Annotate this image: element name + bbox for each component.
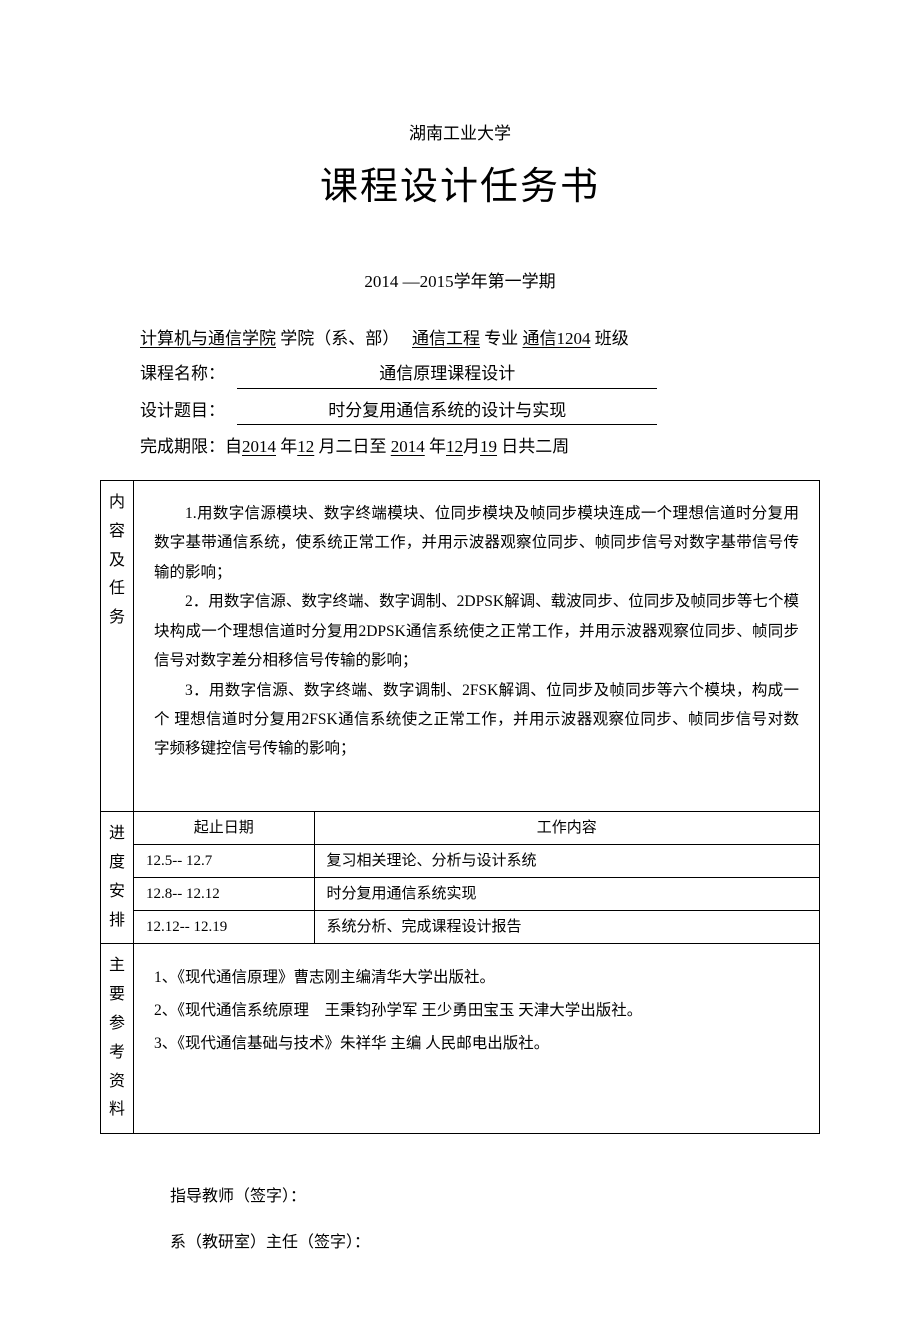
course-label: 课程名称： (140, 364, 225, 383)
tasks-cell: 1.用数字信源模块、数字终端模块、位同步模块及帧同步模块连成一个理想信道时分复用… (134, 480, 820, 811)
college-label: 学院（系、部） (280, 329, 391, 348)
col-date: 起止日期 (134, 812, 314, 845)
topic-label: 设计题目： (140, 401, 225, 420)
month1: 12 (297, 437, 314, 456)
signatures: 指导教师（签字）： 系（教研室）主任（签字）： (170, 1184, 820, 1255)
refs-label: 主要参考资 料 (101, 944, 134, 1134)
refs-content: 1、《现代通信原理》曹志刚主编清华大学出版社。 2、《现代通信系统原理 王秉钧孙… (142, 952, 811, 1102)
college-line: 计算机与通信学院 学院（系、部） 通信工程 专业 通信1204 班级 (140, 325, 820, 352)
schedule-header: 起止日期 工作内容 (134, 812, 819, 845)
ref-item: 1、《现代通信原理》曹志刚主编清华大学出版社。 (154, 962, 799, 993)
course-line: 课程名称： 通信原理课程设计 (140, 360, 820, 388)
year-char2: 年 (429, 437, 446, 456)
refs-cell: 1、《现代通信原理》曹志刚主编清华大学出版社。 2、《现代通信系统原理 王秉钧孙… (134, 944, 820, 1134)
year1: 2014 (242, 437, 276, 456)
deadline-line: 完成期限：自2014 年12 月二日至 2014 年12月19 日共二周 (140, 433, 820, 460)
schedule-work: 复习相关理论、分析与设计系统 (314, 845, 819, 878)
month-char: 月二日至 (319, 437, 387, 456)
tasks-content: 1.用数字信源模块、数字终端模块、位同步模块及帧同步模块连成一个理想信道时分复用… (142, 489, 811, 803)
header-block: 计算机与通信学院 学院（系、部） 通信工程 专业 通信1204 班级 课程名称：… (140, 325, 820, 460)
major-name: 通信工程 (412, 329, 480, 348)
main-title: 课程设计任务书 (100, 157, 820, 218)
year2: 2014 (391, 437, 425, 456)
topic-line: 设计题目： 时分复用通信系统的设计与实现 (140, 397, 820, 425)
task-item: 2．用数字信源、数字终端、数字调制、2DPSK解调、载波同步、位同步及帧同步等七… (154, 587, 799, 675)
schedule-work: 时分复用通信系统实现 (314, 878, 819, 911)
schedule-date: 12.5-- 12.7 (134, 845, 314, 878)
task-item: 1.用数字信源模块、数字终端模块、位同步模块及帧同步模块连成一个理想信道时分复用… (154, 499, 799, 587)
class-name: 通信1204 (523, 329, 591, 348)
director-signature: 系（教研室）主任（签字）： (170, 1230, 820, 1256)
schedule-date: 12.8-- 12.12 (134, 878, 314, 911)
ref-item: 2、《现代通信系统原理 王秉钧孙学军 王少勇田宝玉 天津大学出版社。 (154, 995, 799, 1026)
class-label: 班级 (595, 329, 629, 348)
schedule-date: 12.12-- 12.19 (134, 911, 314, 944)
year-char: 年 (280, 437, 297, 456)
main-table: 内容及任务 1.用数字信源模块、数字终端模块、位同步模块及帧同步模块连成一个理想… (100, 480, 820, 1134)
major-label: 专业 (484, 329, 518, 348)
schedule-item: 12.12-- 12.19 系统分析、完成课程设计报告 (134, 911, 819, 944)
day-char: 日共二周 (501, 437, 569, 456)
schedule-item: 12.5-- 12.7 复习相关理论、分析与设计系统 (134, 845, 819, 878)
ref-item: 3、《现代通信基础与技术》朱祥华 主编 人民邮电出版社。 (154, 1028, 799, 1059)
tasks-label-text: 内容及任务 (109, 489, 125, 633)
semester: 2014 —2015学年第一学期 (100, 268, 820, 295)
schedule-label: 进度安排 (101, 812, 134, 944)
tasks-row: 内容及任务 1.用数字信源模块、数字终端模块、位同步模块及帧同步模块连成一个理想… (101, 480, 820, 811)
college-name: 计算机与通信学院 (140, 329, 276, 348)
col-work: 工作内容 (314, 812, 819, 845)
refs-label-text: 主要参考资 料 (109, 952, 125, 1125)
tasks-label: 内容及任务 (101, 480, 134, 811)
schedule-work: 系统分析、完成课程设计报告 (314, 911, 819, 944)
task-item: 3．用数字信源、数字终端、数字调制、2FSK解调、位同步及帧同步等六个模块，构成… (154, 676, 799, 764)
schedule-item: 12.8-- 12.12 时分复用通信系统实现 (134, 878, 819, 911)
topic-name: 时分复用通信系统的设计与实现 (237, 397, 657, 425)
month2: 12 (446, 437, 463, 456)
university-name: 湖南工业大学 (100, 120, 820, 147)
schedule-table: 起止日期 工作内容 12.5-- 12.7 复习相关理论、分析与设计系统 12.… (134, 812, 819, 943)
month-char2: 月 (463, 437, 480, 456)
deadline-prefix: 完成期限：自 (140, 437, 242, 456)
refs-row: 主要参考资 料 1、《现代通信原理》曹志刚主编清华大学出版社。 2、《现代通信系… (101, 944, 820, 1134)
day2: 19 (480, 437, 497, 456)
teacher-signature: 指导教师（签字）： (170, 1184, 820, 1210)
schedule-row: 进度安排 起止日期 工作内容 12.5-- 12.7 复习相关理论、分析与设计系… (101, 812, 820, 944)
schedule-label-text: 进度安排 (109, 820, 125, 935)
schedule-cell: 起止日期 工作内容 12.5-- 12.7 复习相关理论、分析与设计系统 12.… (134, 812, 820, 944)
course-name: 通信原理课程设计 (237, 360, 657, 388)
